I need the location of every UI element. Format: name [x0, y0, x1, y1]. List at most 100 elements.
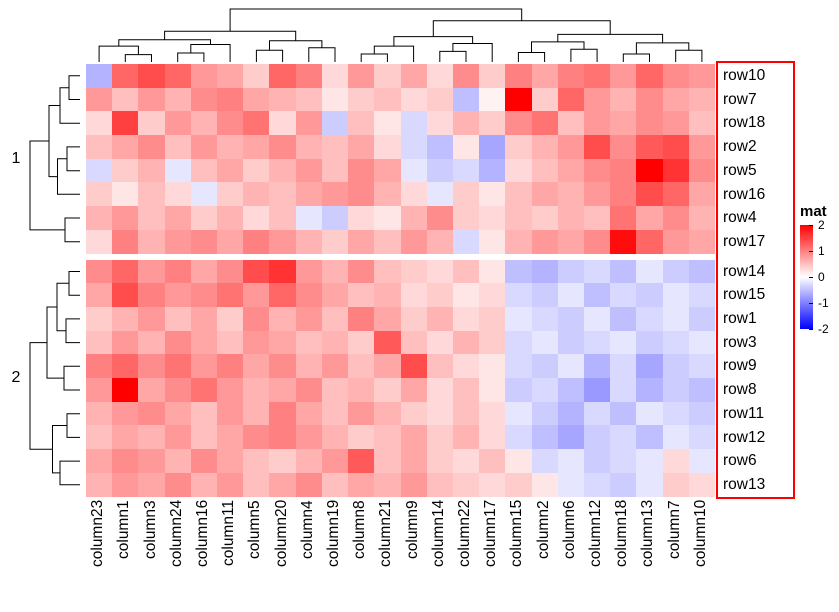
heatmap-cell	[583, 229, 611, 254]
heatmap-cell	[452, 330, 480, 355]
heatmap-cell	[190, 182, 218, 207]
heatmap-cell	[190, 135, 218, 159]
heatmap-cell	[688, 425, 715, 450]
row-label: row12	[723, 428, 766, 446]
heatmap-cell	[86, 158, 113, 183]
heatmap-cell	[610, 283, 637, 307]
heatmap-cell	[321, 306, 349, 331]
heatmap-cell	[426, 354, 453, 379]
row-label: row1	[723, 310, 757, 327]
heatmap-cell	[86, 64, 113, 88]
heatmap-cell	[86, 378, 113, 402]
heatmap-cell	[557, 401, 584, 426]
heatmap-cell	[217, 158, 244, 183]
heatmap-cell	[348, 206, 375, 230]
heatmap-cell	[610, 229, 637, 254]
heatmap-cell	[505, 182, 532, 207]
heatmap-cell	[374, 182, 401, 207]
column-label: column6	[560, 500, 578, 559]
heatmap-cell	[190, 330, 218, 355]
heatmap-cell	[479, 111, 506, 136]
heatmap-cell	[426, 182, 453, 207]
color-legend: mat 2 1 0 -1 -2	[800, 203, 839, 336]
heatmap-cell	[190, 354, 218, 379]
heatmap-cell	[583, 354, 611, 379]
heatmap-cell	[374, 449, 401, 473]
heatmap-cell	[400, 182, 427, 207]
row-label: row16	[723, 185, 766, 203]
heatmap-cell	[217, 472, 244, 497]
heatmap-cell	[531, 158, 558, 183]
heatmap-cell	[610, 306, 637, 331]
heatmap-cell	[426, 425, 453, 450]
heatmap-cell	[243, 306, 270, 331]
column-label: column18	[613, 500, 631, 568]
heatmap-cell	[190, 206, 218, 230]
heatmap-cell	[138, 449, 165, 473]
heatmap-cell	[400, 111, 427, 136]
heatmap-cell	[400, 330, 427, 355]
heatmap-cell	[164, 306, 191, 331]
heatmap-cell	[217, 378, 244, 402]
column-label: column21	[377, 500, 395, 568]
heatmap-cell	[662, 378, 689, 402]
heatmap-cell	[269, 158, 296, 183]
heatmap-cell	[269, 401, 296, 426]
heatmap-cell	[190, 158, 218, 183]
heatmap-cell	[636, 135, 663, 159]
heatmap-cell	[269, 449, 296, 473]
heatmap-cell	[688, 306, 715, 331]
heatmap-cell	[164, 449, 191, 473]
legend-tick-mark	[809, 302, 813, 304]
heatmap-cell	[217, 259, 244, 284]
heatmap-cell	[662, 354, 689, 379]
heatmap-cell	[190, 283, 218, 307]
heatmap-cell	[479, 206, 506, 230]
heatmap-cell	[452, 472, 480, 497]
heatmap-cell	[374, 401, 401, 426]
heatmap-cell	[426, 283, 453, 307]
heatmap-cell	[217, 111, 244, 136]
heatmap-cell	[374, 283, 401, 307]
column-label: column23	[89, 500, 107, 568]
heatmap-cell	[636, 354, 663, 379]
heatmap-cell	[138, 259, 165, 284]
row-label: row2	[723, 138, 757, 156]
heatmap-cell	[531, 259, 558, 284]
column-label: column4	[298, 500, 316, 559]
heatmap-cell	[505, 229, 532, 254]
heatmap-cell	[374, 111, 401, 136]
heatmap-cell	[295, 87, 322, 112]
heatmap-cell	[426, 206, 453, 230]
heatmap-cell	[426, 330, 453, 355]
heatmap-cell	[557, 378, 584, 402]
heatmap-cell	[531, 87, 558, 112]
heatmap-cell	[321, 472, 349, 497]
row-label: row6	[723, 452, 757, 470]
column-label: column20	[272, 500, 290, 568]
row-label: row3	[723, 333, 757, 351]
heatmap-cell	[531, 449, 558, 473]
heatmap-cell	[583, 425, 611, 450]
row-label: row9	[723, 357, 757, 375]
heatmap-cell	[138, 87, 165, 112]
heatmap-cell	[557, 158, 584, 183]
heatmap-cell	[138, 206, 165, 230]
heatmap-cell	[662, 87, 689, 112]
heatmap-cell	[348, 135, 375, 159]
heatmap-cell	[426, 135, 453, 159]
heatmap-cell	[583, 330, 611, 355]
column-label: column24	[167, 500, 185, 568]
heatmap-cell	[321, 425, 349, 450]
heatmap-cell	[583, 206, 611, 230]
heatmap-cell	[636, 206, 663, 230]
heatmap-cell	[688, 182, 715, 207]
heatmap-cell	[295, 182, 322, 207]
legend-tick-mark	[809, 224, 813, 226]
heatmap-cell	[321, 206, 349, 230]
row-label: row11	[723, 404, 765, 422]
heatmap-cell	[217, 229, 244, 254]
heatmap-cell	[636, 182, 663, 207]
heatmap-cell	[610, 87, 637, 112]
heatmap-cell	[452, 206, 480, 230]
